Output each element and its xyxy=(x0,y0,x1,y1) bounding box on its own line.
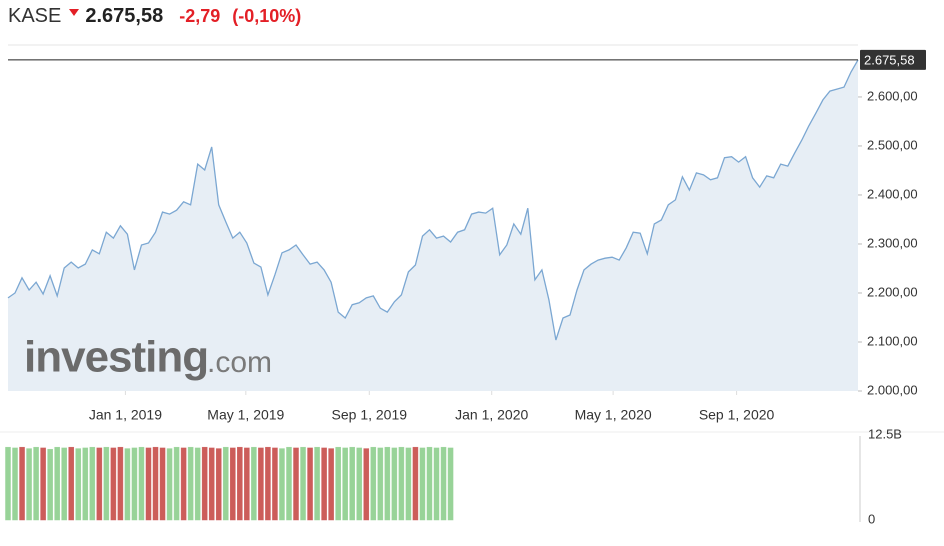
volume-bar xyxy=(321,447,327,521)
y-tick-label: 2.500,00 xyxy=(867,137,918,152)
volume-bar xyxy=(131,447,138,521)
volume-bar xyxy=(75,448,82,521)
volume-bar xyxy=(300,446,306,521)
last-price-badge xyxy=(860,49,926,70)
volume-bar xyxy=(26,448,32,521)
y-tick-label: 2.000,00 xyxy=(867,382,918,397)
volume-bar xyxy=(426,446,433,521)
volume-bar xyxy=(12,447,18,521)
price-line xyxy=(7,59,859,341)
volume-bar xyxy=(419,447,426,521)
volume-bar xyxy=(138,446,145,521)
volume-bar xyxy=(370,446,377,521)
volume-bar xyxy=(258,447,264,521)
down-arrow xyxy=(69,9,80,16)
area-fill xyxy=(8,59,858,392)
x-tick-label: Sep 1, 2020 xyxy=(699,407,775,423)
volume-bar xyxy=(61,447,67,521)
volume-bar xyxy=(103,446,110,521)
watermark-brand: investing xyxy=(24,333,208,382)
x-tick-label: Sep 1, 2019 xyxy=(332,407,408,423)
volume-bar xyxy=(293,447,299,521)
volume-bar xyxy=(342,447,348,521)
volume-bar xyxy=(314,446,320,521)
volume-bar xyxy=(286,446,292,521)
volume-bar xyxy=(265,446,271,521)
change: -2,79 xyxy=(179,6,221,26)
y-tick-label: 2.100,00 xyxy=(867,333,918,348)
volume-bar xyxy=(307,447,313,521)
x-tick-label: Jan 1, 2019 xyxy=(89,407,162,423)
volume-bar xyxy=(279,448,285,521)
header: KASE 2.675,58 -2,79 (-0,10%) xyxy=(8,5,313,33)
x-tick-label: May 1, 2019 xyxy=(207,407,284,423)
volume-bar xyxy=(433,447,440,521)
volume-tick-label: 0 xyxy=(868,511,875,526)
volume-bar xyxy=(229,447,236,521)
volume-bar xyxy=(173,446,180,521)
volume-bar xyxy=(377,447,384,521)
volume-bar xyxy=(244,447,250,521)
volume-bar xyxy=(272,447,278,521)
volume-bar xyxy=(152,446,159,521)
volume-bar xyxy=(447,447,454,521)
volume-bar xyxy=(180,447,187,521)
volume-bar xyxy=(82,447,89,521)
volume-bar xyxy=(5,446,11,521)
volume-bar xyxy=(40,447,46,521)
volume-bar xyxy=(166,448,173,521)
last-price-label: 2.675,58 xyxy=(864,52,915,67)
volume-bar xyxy=(208,447,215,521)
volume-bar xyxy=(222,446,229,521)
x-tick-label: Jan 1, 2020 xyxy=(455,407,528,423)
volume-bar xyxy=(440,446,447,521)
volume-bar xyxy=(187,446,194,521)
volume-bar xyxy=(159,447,166,521)
volume-bar xyxy=(384,446,391,521)
volume-bar xyxy=(391,447,398,521)
volume-bar xyxy=(117,446,124,521)
volume-bar xyxy=(68,446,75,521)
symbol: KASE xyxy=(8,5,62,27)
x-tick-label: May 1, 2020 xyxy=(575,407,652,423)
volume-bar xyxy=(335,446,341,521)
volume-bar xyxy=(96,447,103,521)
volume-bar xyxy=(19,446,25,521)
volume-bar xyxy=(412,446,419,521)
volume-bar xyxy=(237,446,243,521)
y-tick-label: 2.200,00 xyxy=(867,284,918,299)
volume-bar xyxy=(251,446,257,521)
volume-tick-label: 12.5B xyxy=(868,426,902,441)
volume-bar xyxy=(349,446,356,521)
volume-bar xyxy=(54,446,60,521)
volume-bar xyxy=(145,447,152,521)
volume-bar xyxy=(363,448,370,521)
change-percent: (-0,10%) xyxy=(232,6,302,26)
volume-bar xyxy=(124,448,131,521)
y-tick-label: 2.400,00 xyxy=(867,186,918,201)
y-tick-label: 2.600,00 xyxy=(867,88,918,103)
volume-bar xyxy=(215,448,222,521)
volume-bar xyxy=(398,446,405,521)
volume-bar xyxy=(194,447,201,521)
volume-bar xyxy=(328,448,334,521)
volume-bar xyxy=(110,447,117,521)
volume-bar xyxy=(201,446,208,521)
volume-bar xyxy=(89,446,96,521)
y-tick-label: 2.300,00 xyxy=(867,235,918,250)
volume-bar xyxy=(33,446,39,521)
volume-bar xyxy=(47,448,53,521)
volume-bar xyxy=(405,447,412,521)
last-price: 2.675,58 xyxy=(85,5,164,27)
volume-bar xyxy=(356,447,363,521)
watermark-suffix: .com xyxy=(207,346,272,379)
